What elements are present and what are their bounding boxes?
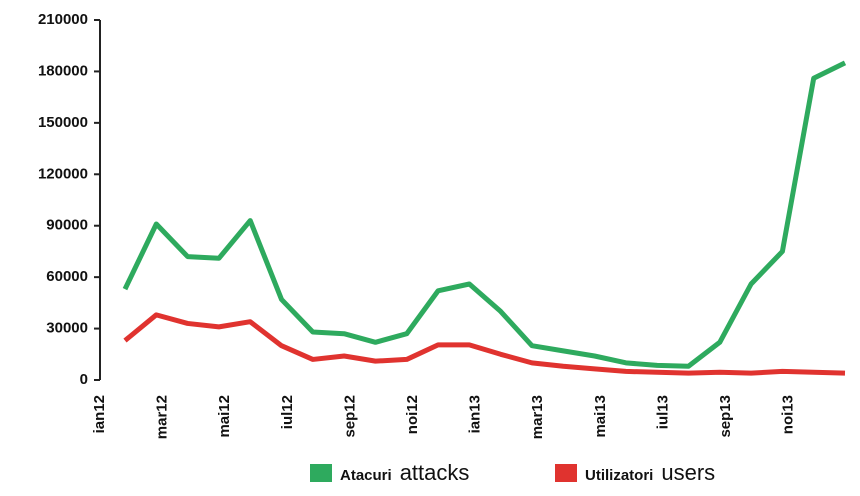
x-tick-label: ian13 <box>467 395 484 433</box>
y-tick-label: 30000 <box>46 320 88 337</box>
legend-swatch <box>555 464 577 482</box>
x-tick-label: iul12 <box>279 395 296 429</box>
x-tick-label: mai12 <box>216 395 233 438</box>
x-tick-label: noi13 <box>780 395 797 434</box>
x-tick-label: mai13 <box>592 395 609 438</box>
y-tick-label: 60000 <box>46 268 88 285</box>
x-tick-label: noi12 <box>404 395 421 434</box>
legend-translation: attacks <box>400 460 470 485</box>
x-tick-label: mar13 <box>529 395 546 439</box>
series-line <box>123 312 846 376</box>
y-tick-label: 90000 <box>46 217 88 234</box>
y-tick-label: 180000 <box>38 62 88 79</box>
y-tick-label: 0 <box>80 371 88 388</box>
y-tick-label: 210000 <box>38 11 88 28</box>
legend-label: Utilizatori <box>585 467 653 484</box>
legend-translation: users <box>661 460 715 485</box>
x-tick-label: mar12 <box>154 395 171 439</box>
y-tick-label: 150000 <box>38 114 88 131</box>
legend-swatch <box>310 464 332 482</box>
x-tick-label: sep12 <box>341 395 358 438</box>
series-line <box>122 60 847 369</box>
legend-label: Atacuri <box>340 467 392 484</box>
x-tick-label: sep13 <box>717 395 734 438</box>
x-tick-label: ian12 <box>91 395 108 433</box>
y-tick-label: 120000 <box>38 165 88 182</box>
x-tick-label: iul13 <box>654 395 671 429</box>
